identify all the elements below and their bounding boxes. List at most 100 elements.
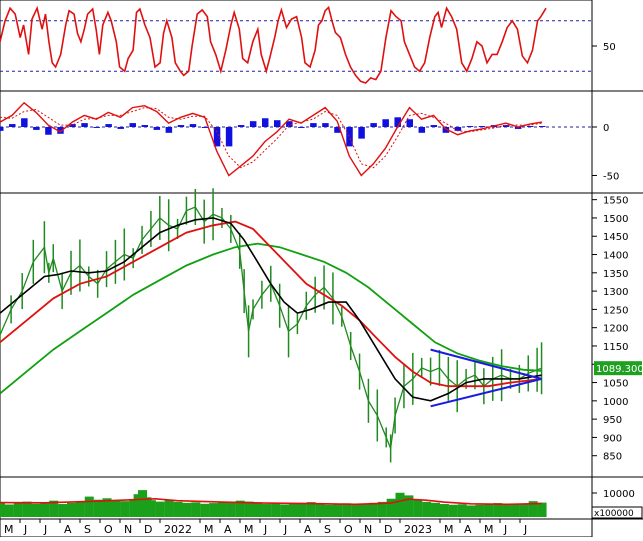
volume-bar	[395, 492, 405, 517]
volume-bar	[519, 504, 529, 517]
volume-bar	[306, 502, 316, 517]
volume-bar	[0, 502, 5, 517]
price-axis-tick-label: 1300	[603, 287, 628, 298]
macd-histogram-bar	[298, 126, 305, 128]
x-tick-label: A	[464, 523, 472, 536]
macd-histogram-bar	[538, 126, 546, 127]
stochastic-panel	[0, 5, 592, 84]
volume-bar	[351, 504, 361, 517]
value-axes: 50 0 -50 1550 1500 1450 1400 1350 1300 1250 1200 11…	[591, 42, 643, 519]
last-price-badge	[594, 361, 642, 376]
volume-bar	[31, 503, 41, 517]
macd-histogram-bar	[129, 123, 136, 127]
volume-bar	[67, 502, 77, 517]
macd-histogram-bar	[21, 118, 28, 127]
volume-bar	[262, 504, 272, 517]
volume-bar	[93, 499, 103, 517]
macd-histogram-bar	[153, 126, 161, 130]
macd-histogram-bar	[358, 126, 365, 139]
macd-histogram-bar	[406, 119, 413, 127]
volume-bar	[457, 504, 467, 517]
x-tick-label: O	[104, 523, 113, 536]
x-tick-label: M	[244, 523, 254, 536]
macd-histogram-bar	[249, 121, 257, 127]
price-axis-tick-label: 1500	[603, 214, 628, 225]
macd-histogram-bar	[442, 126, 450, 133]
price-axis-tick-label: 1050	[603, 379, 628, 390]
macd-histogram-bar	[370, 123, 377, 127]
volume-ma-line	[0, 497, 542, 506]
macd-histogram-bar	[334, 126, 341, 133]
price-axis-tick-label: 1350	[603, 269, 628, 280]
price-axis-tick-label: 1450	[603, 232, 628, 243]
macd-histogram-bar	[466, 126, 474, 127]
macd-axis-tick-label: -50	[603, 171, 619, 182]
volume-bar	[253, 503, 263, 517]
macd-histogram-bar	[454, 126, 462, 131]
volume-bar	[315, 503, 325, 517]
stoch-axis-tick-label: 50	[603, 42, 616, 53]
volume-bar	[182, 502, 192, 517]
volume-bar	[146, 500, 156, 517]
macd-histogram-bar	[382, 119, 389, 127]
macd-histogram-bar	[346, 126, 353, 147]
volume-bar	[368, 502, 378, 517]
volume-bar	[191, 502, 201, 517]
volume-bar	[75, 501, 85, 517]
x-tick-label: J	[503, 523, 507, 536]
price-axis-tick-label: 1400	[603, 251, 628, 262]
volume-bar	[235, 500, 245, 517]
triangle-lower-line	[430, 377, 542, 408]
volume-bar	[173, 501, 183, 517]
price-close-line	[0, 206, 542, 451]
x-tick-label: J	[43, 523, 47, 536]
macd-histogram-bar	[213, 126, 221, 147]
macd-histogram-bar	[33, 126, 40, 130]
macd-histogram-bar	[57, 126, 64, 134]
volume-bar	[164, 500, 174, 517]
volume-bar	[40, 502, 50, 517]
macd-histogram-bar	[322, 123, 329, 127]
volume-bar	[271, 503, 281, 517]
x-tick-label: A	[304, 523, 312, 536]
volume-bar	[324, 504, 334, 517]
x-tick-label: M	[484, 523, 494, 536]
volume-bar	[200, 503, 210, 517]
macd-axis-tick-label: 0	[603, 123, 609, 134]
macd-histogram-bar	[165, 126, 173, 133]
volume-bar	[439, 504, 449, 517]
macd-histogram-bar	[9, 124, 16, 127]
macd-histogram-bar	[237, 125, 245, 127]
volume-bar	[475, 504, 485, 517]
volume-bar	[4, 504, 14, 517]
volume-bar	[333, 504, 343, 517]
macd-histogram-bar	[81, 123, 88, 127]
macd-histogram-bar	[286, 121, 293, 127]
macd-histogram-bar	[418, 126, 426, 133]
macd-histogram-bar	[69, 124, 76, 127]
x-tick-label: A	[64, 523, 72, 536]
volume-unit-label: x100000	[594, 509, 634, 519]
macd-histogram-bar	[514, 126, 522, 129]
x-tick-label: N	[364, 523, 372, 536]
volume-bar	[502, 504, 512, 517]
x-tick-label: M	[4, 523, 14, 536]
volume-bar	[466, 505, 476, 517]
volume-bar	[448, 504, 458, 517]
macd-histogram-bar	[261, 118, 269, 127]
volume-bar	[431, 502, 441, 517]
volume-bar	[217, 502, 227, 517]
x-tick-label: D	[384, 523, 392, 536]
volume-bar	[280, 504, 290, 517]
x-tick-label: N	[124, 523, 132, 536]
stoch-series-line	[0, 5, 547, 84]
x-tick-label: M	[204, 523, 214, 536]
macd-histogram-bar	[225, 126, 233, 147]
macd-histogram-bar	[201, 126, 209, 128]
volume-bar	[386, 498, 396, 517]
volume-bar	[209, 503, 219, 517]
macd-histogram-bar	[430, 125, 438, 127]
macd-histogram-bar	[93, 126, 100, 128]
x-tick-label: D	[144, 523, 152, 536]
volume-bar	[226, 502, 236, 517]
